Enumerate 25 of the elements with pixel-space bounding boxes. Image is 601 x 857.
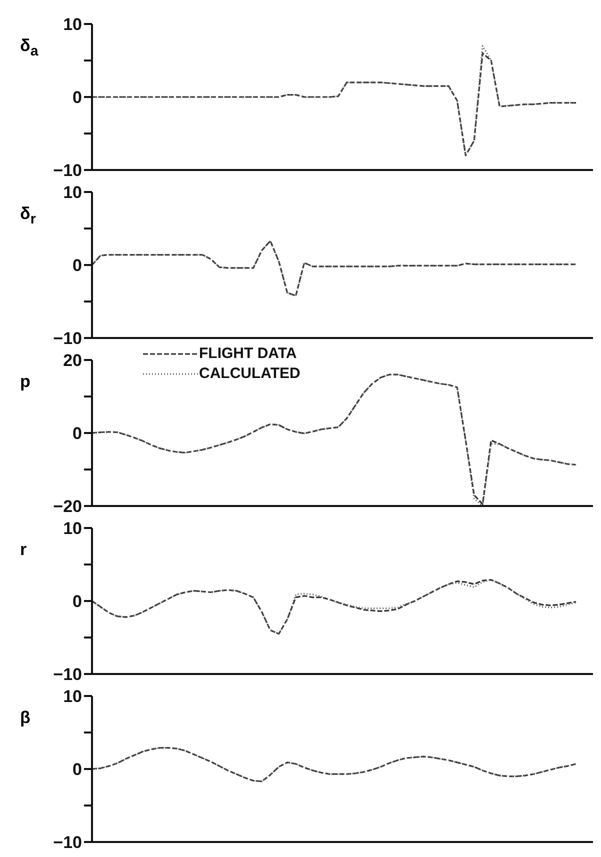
y-tick-label: 0 <box>72 592 82 612</box>
y-axis-title: δ$_{a}$ <box>20 36 38 60</box>
y-tick-label: 0 <box>72 256 82 276</box>
line-series <box>92 579 577 635</box>
legend-label: FLIGHT DATA <box>199 344 297 364</box>
y-tick-label: 20 <box>63 351 82 370</box>
y-axis-title: p <box>20 372 30 392</box>
y-axis-title: r <box>20 540 27 560</box>
y-axis-title: β <box>20 708 30 728</box>
y-tick-label: 10 <box>63 519 82 538</box>
y-tick-label: 0 <box>72 88 82 108</box>
y-tick-label: −10 <box>53 665 82 684</box>
y-tick-label: −10 <box>53 833 82 852</box>
y-tick-label: −20 <box>53 497 82 516</box>
y-tick-label: −10 <box>53 329 82 348</box>
y-tick-label: 10 <box>63 687 82 706</box>
legend-label: CALCULATED <box>199 364 300 384</box>
y-axis-title: δ$_{r}$ <box>20 204 36 228</box>
y-tick-label: 0 <box>72 424 82 444</box>
y-tick-label: 10 <box>63 183 82 202</box>
y-tick-label: −10 <box>53 161 82 180</box>
y-tick-label: 10 <box>63 15 82 34</box>
y-tick-label: 0 <box>72 760 82 780</box>
line-series <box>92 747 577 782</box>
line-series <box>92 240 577 296</box>
